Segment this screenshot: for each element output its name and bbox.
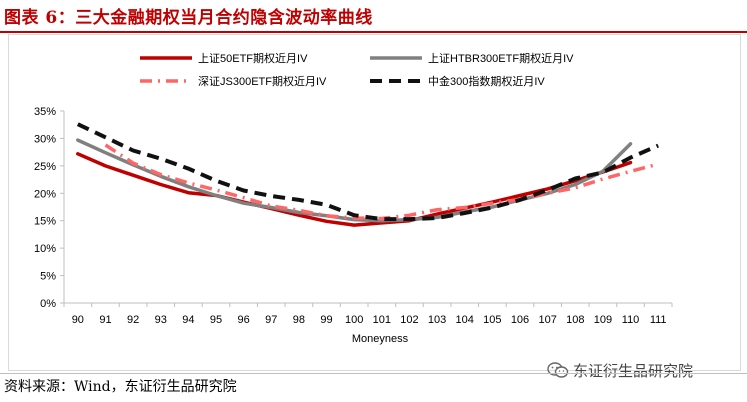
x-tick-label: 93 <box>155 314 167 326</box>
series-line-2 <box>104 143 659 221</box>
y-tick-label: 30% <box>34 133 56 145</box>
y-tick-label: 10% <box>34 243 56 255</box>
legend-label-2: 深证JS300ETF期权近月IV <box>198 75 327 88</box>
x-tick-label: 95 <box>210 314 222 326</box>
x-tick-label: 101 <box>373 314 391 326</box>
legend-label-1: 上证HTBR300ETF期权近月IV <box>428 52 574 65</box>
y-tick-label: 0% <box>40 298 56 310</box>
series-line-3 <box>76 122 659 222</box>
legend-label-0: 上证50ETF期权近月IV <box>198 52 308 65</box>
x-tick-label: 108 <box>566 314 584 326</box>
x-tick-label: 105 <box>483 314 501 326</box>
x-tick-label: 99 <box>320 314 332 326</box>
source-note: 资料来源：Wind，东证衍生品研究院 <box>4 379 237 395</box>
x-tick-label: 92 <box>127 314 139 326</box>
wechat-icon <box>547 362 569 378</box>
x-tick-label: 96 <box>238 314 250 326</box>
figure-title: 图表 6：三大金融期权当月合约隐含波动率曲线 <box>4 8 373 28</box>
x-tick-label: 91 <box>99 314 111 326</box>
legend-label-3: 中金300指数期权近月IV <box>428 74 545 88</box>
watermark-text: 东证衍生品研究院 <box>573 361 694 380</box>
x-tick-label: 110 <box>622 314 640 326</box>
title-rule <box>0 31 747 33</box>
x-tick-label: 107 <box>538 314 556 326</box>
series-line-0 <box>76 152 633 227</box>
y-tick-label: 35% <box>34 106 56 118</box>
x-tick-label: 98 <box>293 314 305 326</box>
y-tick-label: 5% <box>40 271 56 283</box>
watermark: 东证衍生品研究院 <box>547 358 693 382</box>
x-tick-label: 102 <box>400 314 418 326</box>
y-tick-label: 25% <box>34 161 56 173</box>
x-tick-label: 109 <box>594 314 612 326</box>
x-tick-label: 94 <box>182 314 194 326</box>
x-tick-label: 100 <box>345 314 363 326</box>
series-line-1 <box>76 138 633 223</box>
figure-title-bar: 图表 6：三大金融期权当月合约隐含波动率曲线 <box>0 0 747 33</box>
x-tick-label: 97 <box>265 314 277 326</box>
chart-frame <box>8 34 741 371</box>
source-rule <box>0 373 747 374</box>
x-tick-label: 90 <box>72 314 84 326</box>
y-tick-label: 20% <box>34 188 56 200</box>
x-tick-label: 103 <box>428 314 446 326</box>
x-tick-label: 104 <box>456 314 474 326</box>
y-tick-label: 15% <box>34 216 56 228</box>
x-tick-label: 106 <box>511 314 529 326</box>
x-axis-label: Moneyness <box>352 333 409 345</box>
x-tick-label: 111 <box>650 314 667 326</box>
